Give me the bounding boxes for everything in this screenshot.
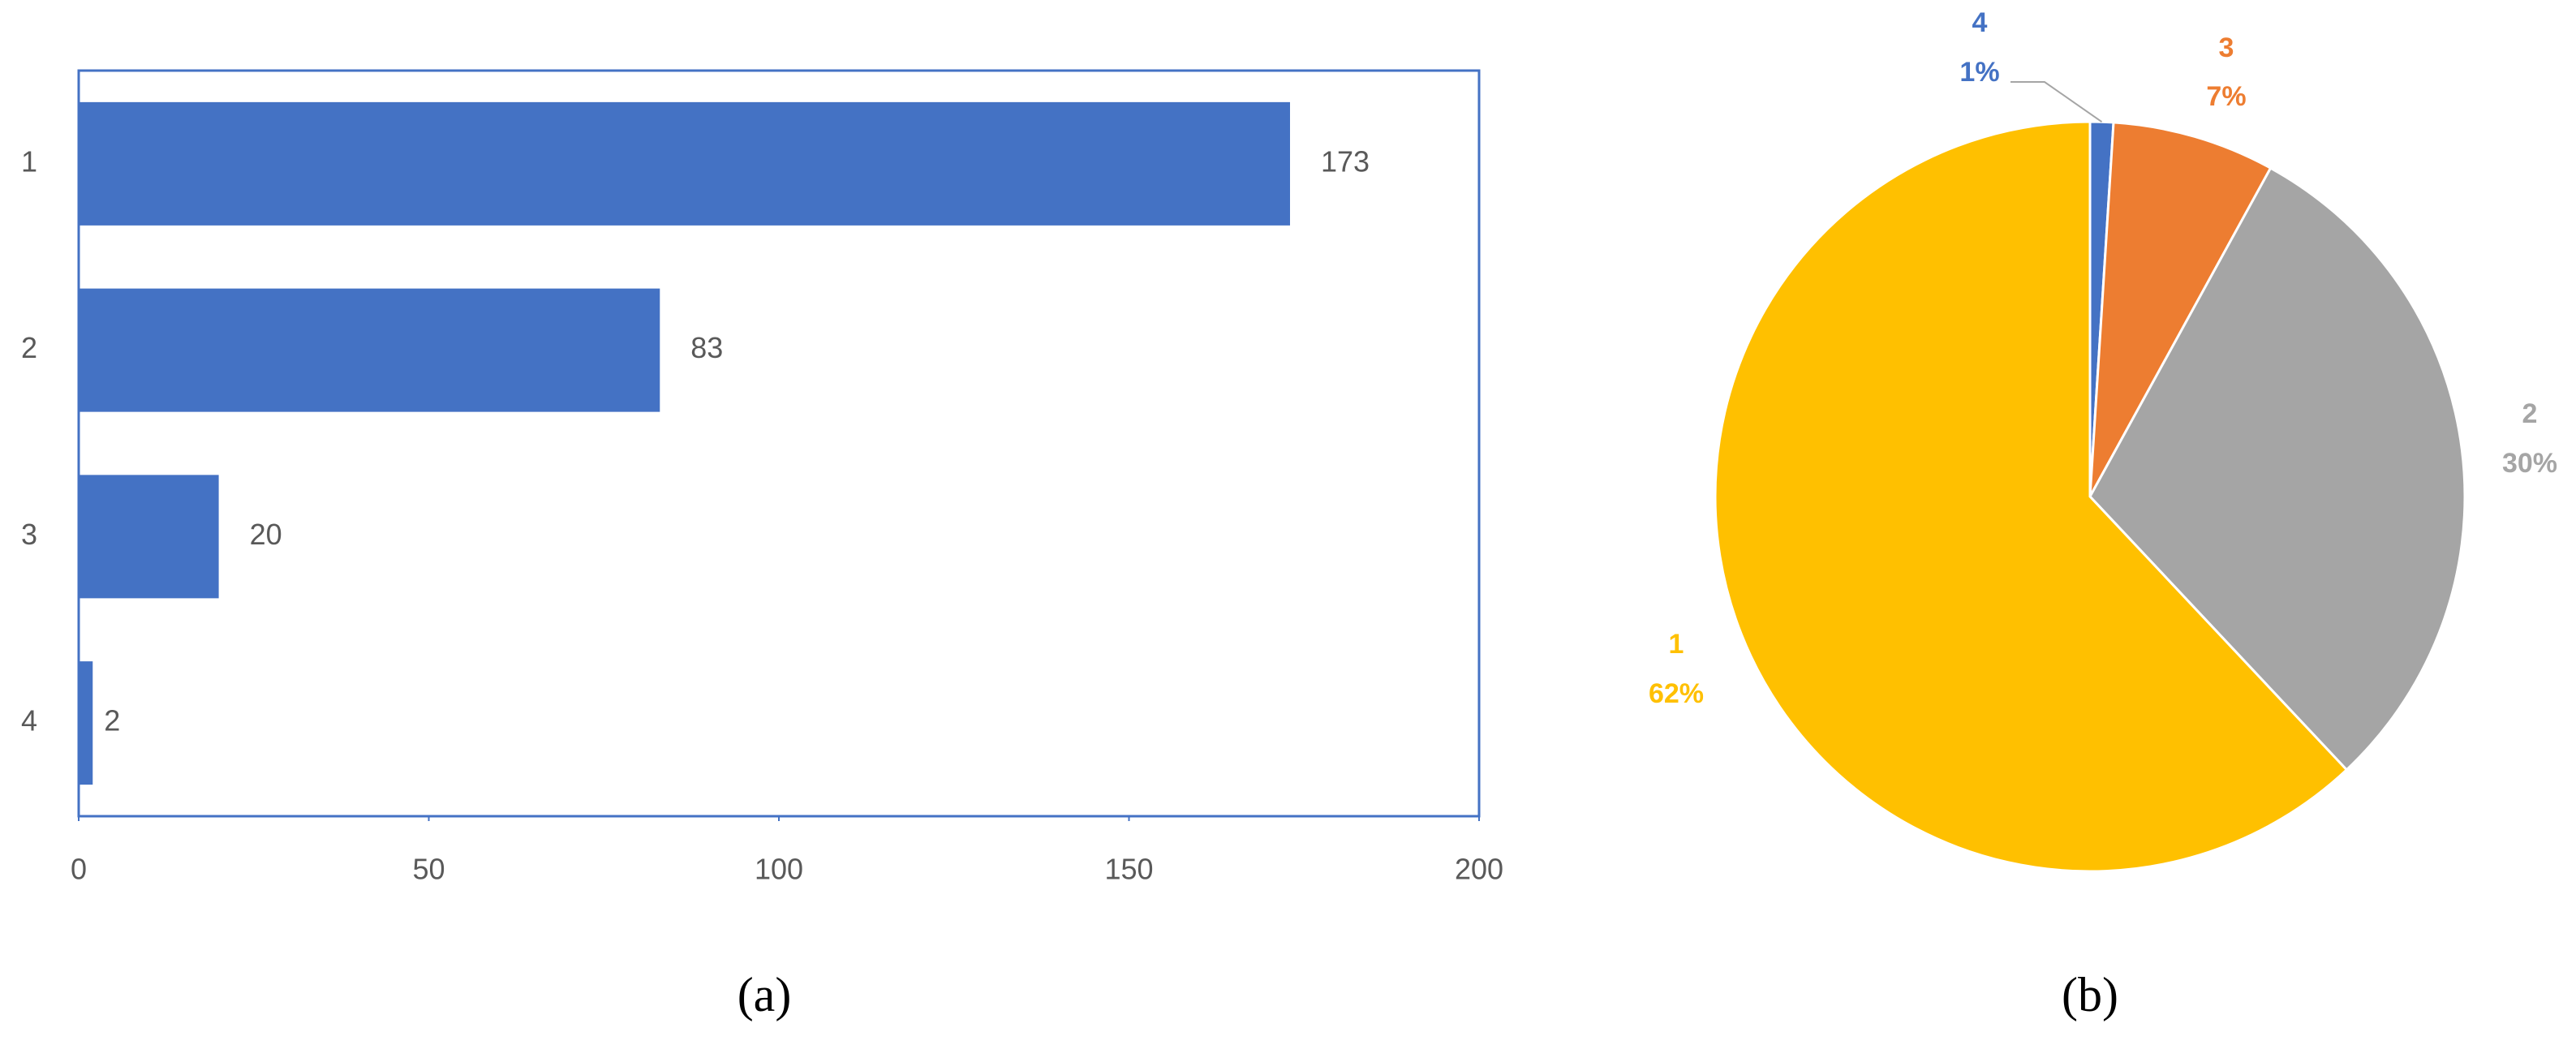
data-label: 83 xyxy=(690,331,723,364)
bar xyxy=(79,101,1290,226)
pie-slice xyxy=(1714,120,2349,873)
data-label: 173 xyxy=(1321,144,1370,178)
x-tick-label: 100 xyxy=(755,853,803,886)
caption: (a) xyxy=(738,968,792,1021)
value-label: 30% xyxy=(2502,448,2557,479)
x-tick-label: 150 xyxy=(1104,853,1153,886)
leader-line xyxy=(2010,81,2103,123)
value-label: 7% xyxy=(2206,81,2246,112)
bar xyxy=(79,475,219,599)
slice-label: 3 xyxy=(2219,32,2234,63)
value-label: 62% xyxy=(1649,678,1704,709)
x-tick-label: 50 xyxy=(412,853,445,886)
y-tick-label: 3 xyxy=(21,518,37,551)
x-tick-label: 0 xyxy=(71,853,87,886)
x-tick-label: 200 xyxy=(1455,853,1503,886)
value-label: 1% xyxy=(1959,57,1999,88)
slice-label: 4 xyxy=(1972,7,1988,38)
data-label: 20 xyxy=(250,518,282,551)
y-tick-label: 2 xyxy=(21,331,37,364)
slice-label: 1 xyxy=(1669,629,1684,660)
pie-slice xyxy=(2088,166,2466,772)
bar xyxy=(79,661,93,785)
pie-slice xyxy=(2088,121,2273,497)
slice-label: 2 xyxy=(2522,398,2538,429)
caption: (b) xyxy=(2062,968,2118,1021)
bar xyxy=(79,288,660,412)
y-tick-label: 1 xyxy=(21,144,37,178)
y-tick-label: 4 xyxy=(21,704,37,738)
data-label: 2 xyxy=(104,704,120,738)
